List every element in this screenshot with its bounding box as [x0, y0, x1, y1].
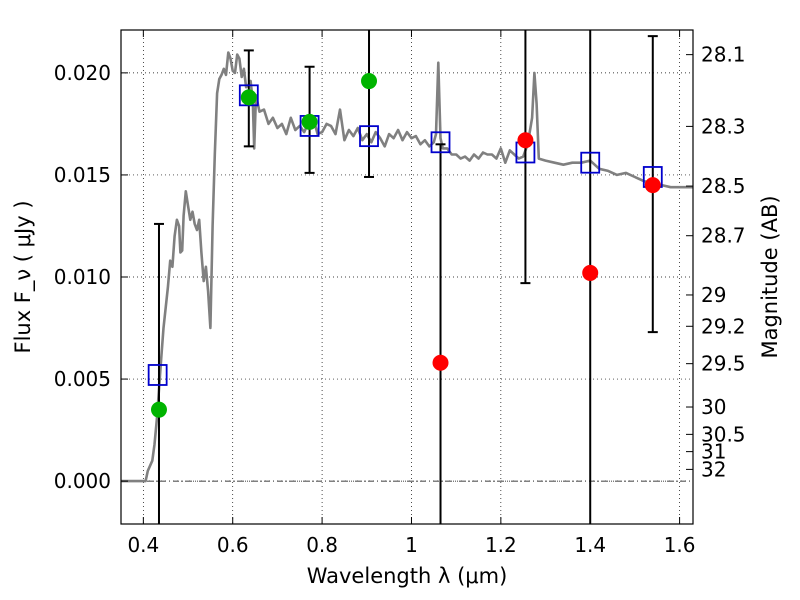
- mag-tick-label: 30: [701, 395, 726, 419]
- mag-tick-label: 28.3: [701, 114, 746, 138]
- mag-tick-label: 28.5: [701, 174, 746, 198]
- y-tick-label: 0.005: [54, 367, 111, 391]
- x-axis: 0.4 0.6 0.8 1 1.2 1.4 1.6: [127, 30, 696, 557]
- y-tick-label: 0.015: [54, 163, 111, 187]
- upper-limit-point: [432, 354, 449, 371]
- mag-tick-label: 28.1: [701, 43, 746, 67]
- y-tick-label: 0.010: [54, 265, 111, 289]
- mag-tick-label: 29.5: [701, 352, 746, 376]
- y-axis-left-label: Flux F_ν ( μJy ): [11, 200, 36, 353]
- x-tick-label: 0.4: [127, 533, 159, 557]
- y-tick-label: 0.020: [54, 61, 111, 85]
- markers: [147, 73, 663, 418]
- x-tick-label: 1.2: [485, 533, 517, 557]
- y-axis-right-label-text: Magnitude (AB): [758, 195, 782, 358]
- mag-tick-label: 31: [701, 440, 726, 464]
- grid: [121, 30, 693, 524]
- model-square-marker: [580, 151, 601, 174]
- y-axis-right-label: Magnitude (AB): [758, 195, 782, 358]
- x-axis-label: Wavelength λ (μm): [307, 564, 508, 588]
- mag-tick-label: 32: [701, 457, 726, 481]
- spectrum-line: [121, 51, 693, 483]
- model-square-marker: [359, 125, 379, 148]
- mag-tick-label: 29.2: [701, 314, 746, 338]
- y-axis-left: 0.000 0.005 0.010 0.015 0.020: [54, 61, 128, 493]
- upper-limit-point: [644, 177, 661, 194]
- mag-tick-label: 28.7: [701, 224, 746, 248]
- y-tick-label: 0.000: [54, 469, 111, 493]
- x-tick-label: 0.8: [306, 533, 338, 557]
- model-square-marker: [147, 364, 168, 386]
- x-tick-label: 0.6: [217, 533, 249, 557]
- spectrum-series: [121, 51, 693, 483]
- x-axis-label-text: Wavelength λ (μm): [307, 564, 508, 588]
- detection-point: [150, 401, 167, 418]
- y-axis-left-label-text: Flux F_ν ( μJy ): [11, 200, 36, 353]
- x-tick-label: 1.6: [664, 533, 696, 557]
- detection-point: [240, 89, 257, 106]
- detection-point: [361, 73, 378, 90]
- model-square-marker: [430, 131, 451, 154]
- x-tick-label: 1: [405, 533, 418, 557]
- x-tick-label: 1.4: [574, 533, 606, 557]
- upper-limit-point: [582, 264, 599, 281]
- detection-point: [301, 113, 318, 130]
- error-bars: [153, 30, 658, 524]
- mag-tick-label: 29: [701, 283, 726, 307]
- mag-tick-label: 30.5: [701, 422, 746, 446]
- upper-limit-point: [517, 132, 534, 149]
